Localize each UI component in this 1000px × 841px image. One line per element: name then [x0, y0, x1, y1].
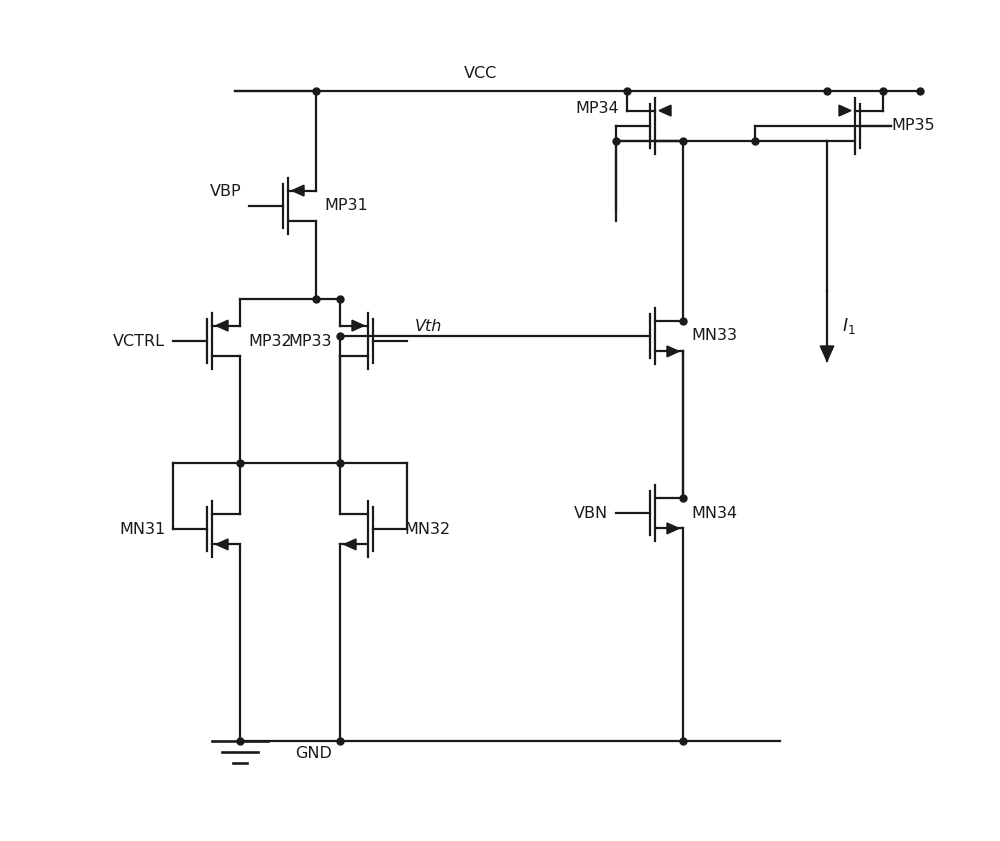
Text: VCC: VCC [463, 66, 497, 81]
Polygon shape [344, 539, 356, 550]
Polygon shape [839, 105, 851, 116]
Polygon shape [667, 523, 679, 534]
Text: MP34: MP34 [575, 101, 619, 116]
Text: VBP: VBP [210, 184, 241, 199]
Text: MP35: MP35 [891, 119, 935, 134]
Polygon shape [216, 539, 228, 550]
Text: $I_1$: $I_1$ [842, 316, 856, 336]
Polygon shape [667, 346, 679, 357]
Text: MN34: MN34 [691, 505, 737, 521]
Polygon shape [292, 185, 304, 196]
Text: VBN: VBN [574, 505, 608, 521]
Polygon shape [216, 320, 228, 331]
Text: Vth: Vth [415, 319, 442, 334]
Text: MP31: MP31 [324, 198, 368, 214]
Text: GND: GND [295, 745, 332, 760]
Polygon shape [352, 320, 364, 331]
Text: MN33: MN33 [691, 329, 737, 343]
Text: MN31: MN31 [119, 521, 165, 537]
Text: MP33: MP33 [288, 334, 332, 348]
Polygon shape [659, 105, 671, 116]
Text: MN32: MN32 [404, 521, 450, 537]
Text: VCTRL: VCTRL [113, 334, 165, 348]
Polygon shape [820, 346, 834, 361]
Text: MP32: MP32 [248, 334, 292, 348]
